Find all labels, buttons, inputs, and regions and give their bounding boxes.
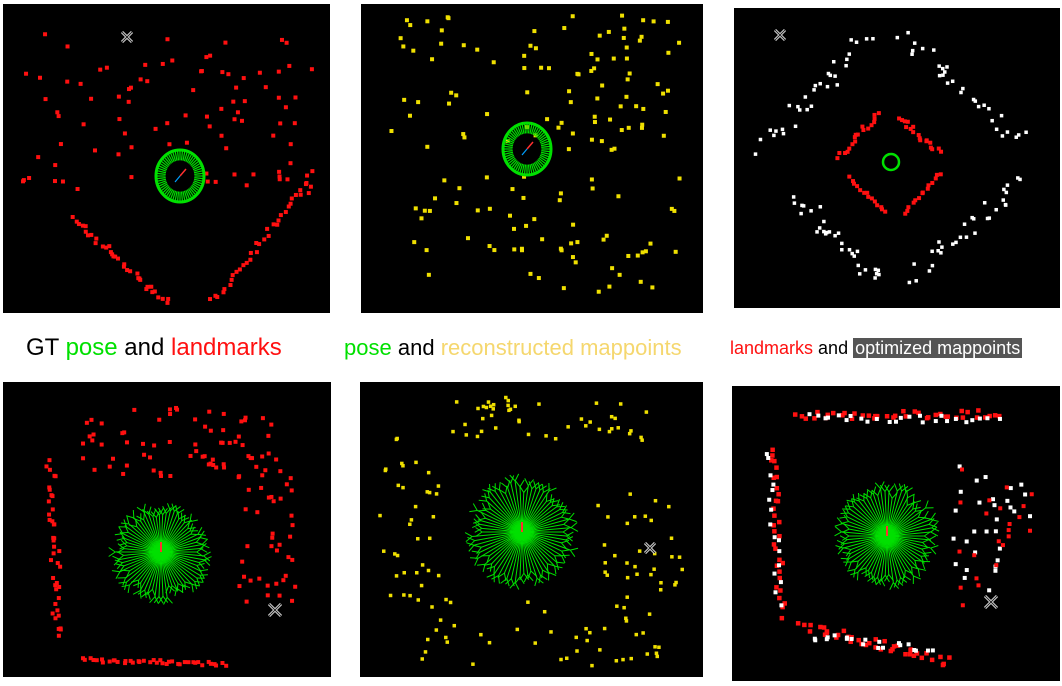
cursor-cross-icon bbox=[643, 541, 657, 555]
cursor-cross-icon bbox=[773, 28, 787, 42]
caption-optim-mappoints: optimized mappoints bbox=[853, 338, 1023, 358]
panel-optimized-top bbox=[734, 8, 1060, 308]
cursor-cross-icon bbox=[983, 594, 999, 610]
gt-top-plot bbox=[21, 30, 315, 305]
reconstructed-top-plot bbox=[389, 13, 682, 294]
caption-gt-prefix: GT bbox=[26, 334, 59, 361]
caption-gt: GT pose and landmarks bbox=[26, 333, 282, 363]
panel-gt-top bbox=[3, 4, 330, 313]
optimized-bottom-plot bbox=[764, 408, 1034, 668]
caption-recon-and: and bbox=[397, 335, 435, 360]
panel-reconstructed-bottom bbox=[360, 382, 703, 677]
gt-bottom-plot bbox=[44, 405, 298, 668]
panel-optimized-bottom bbox=[732, 386, 1060, 681]
caption-recon-pose: pose bbox=[344, 335, 392, 360]
cursor-cross-icon bbox=[267, 602, 283, 618]
caption-optim: landmarks and optimized mappoints bbox=[730, 333, 1023, 363]
caption-optim-and: and bbox=[818, 338, 849, 358]
caption-recon-mappoints: reconstructed mappoints bbox=[440, 335, 682, 360]
panel-gt-bottom bbox=[3, 382, 331, 677]
reconstructed-bottom-plot bbox=[378, 395, 684, 668]
caption-gt-landmarks: landmarks bbox=[171, 334, 282, 361]
caption-gt-and: and bbox=[124, 334, 165, 361]
caption-gt-pose: pose bbox=[65, 334, 118, 361]
panel-reconstructed-top bbox=[361, 4, 703, 313]
caption-optim-landmarks: landmarks bbox=[730, 338, 814, 358]
cursor-cross-icon bbox=[120, 30, 134, 44]
optimized-top-plot bbox=[753, 28, 1028, 285]
caption-recon: pose and reconstructed mappoints bbox=[344, 333, 682, 363]
